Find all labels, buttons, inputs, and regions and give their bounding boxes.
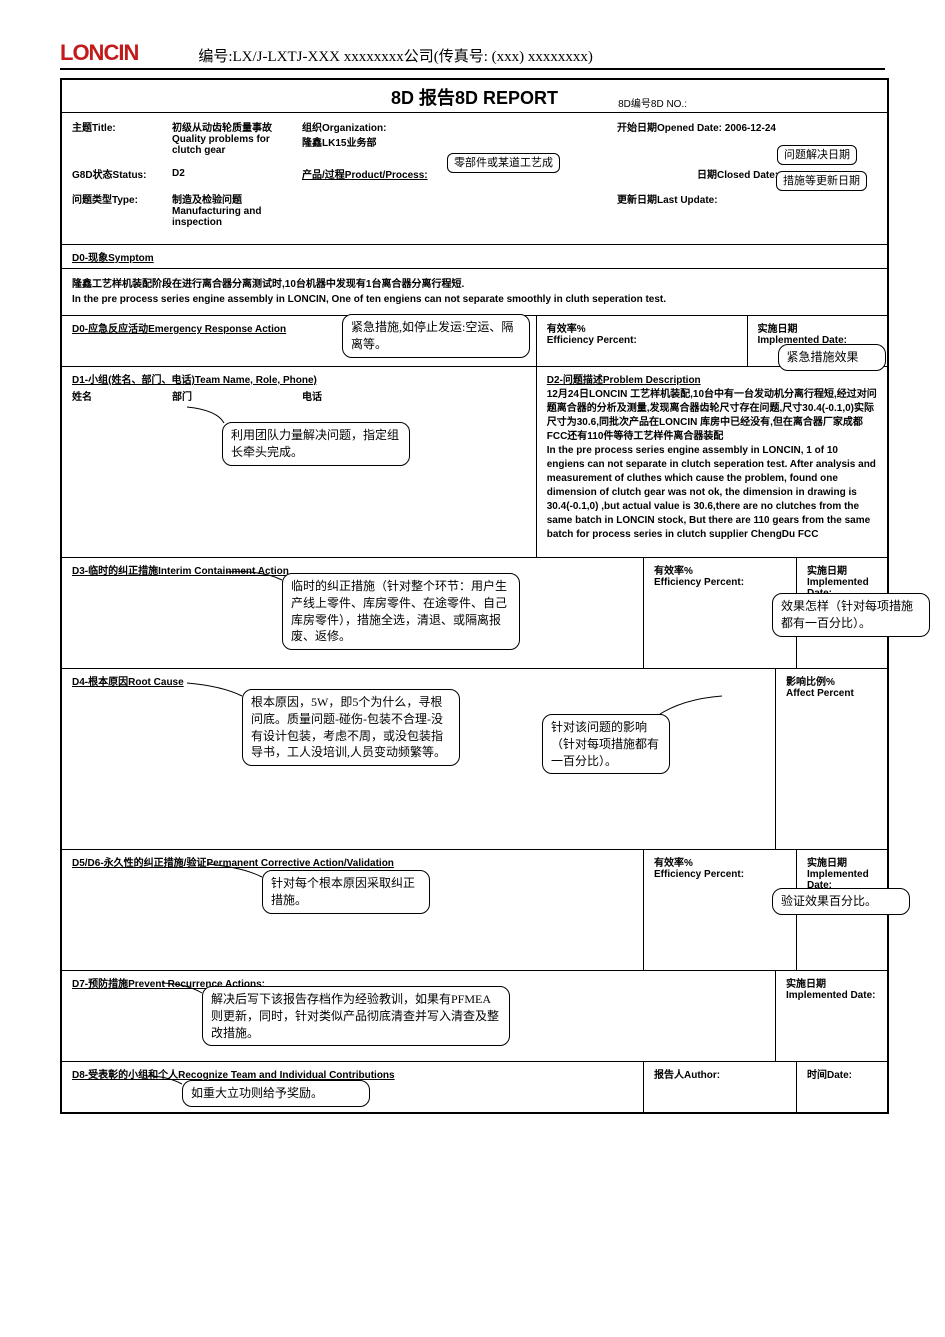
bubble-emergency-effect: 紧急措施效果 [778, 344, 886, 371]
d0-symptom-content-row: 隆鑫工艺样机装配阶段在进行离合器分离测试时,10台机器中发现有1台离合器分离行程… [62, 269, 887, 316]
d0-emergency-row: D0-应急反应活动Emergency Response Action 紧急措施,… [62, 316, 887, 367]
bubble-d3-left: 临时的纠正措施（针对整个环节：用户生产线上零件、库房零件、在途零件、自己库房零件… [282, 573, 520, 650]
meta-block: 主题Title: 初级从动齿轮质量事故 Quality problems for… [62, 113, 887, 245]
d0-symptom-title-row: D0-现象Symptom [62, 245, 887, 269]
d5d6-row: D5/D6-永久性的纠正措施/验证Permanent Corrective Ac… [62, 850, 887, 971]
document-id: 编号:LX/J-LXTJ-XXX xxxxxxxx公司(传真号: (xxx) x… [198, 45, 593, 66]
meta-opened-label: 开始日期Opened Date: [617, 123, 722, 134]
bubble-d4-left: 根本原因，5W，即5个为什么，寻根问底。质量问题-碰伤-包装不合理-没有设计包装… [242, 689, 460, 766]
d3-row: D3-临时的纠正措施Interim Containment Action 临时的… [62, 558, 887, 669]
d0-emergency-eff-label: 有效率% Efficiency Percent: [547, 324, 637, 346]
d1-col-dept: 部门 [172, 388, 302, 403]
logo: LONCIN [60, 40, 138, 66]
bubble-d7: 解决后写下该报告存档作为经验教训，如果有PFMEA则更新，同时，针对类似产品彻底… [202, 986, 510, 1046]
d2-text-en: In the pre process series engine assembl… [547, 445, 876, 540]
d8-author-label: 报告人Author: [654, 1070, 720, 1081]
report-title: 8D 报告8D REPORT [391, 88, 558, 108]
report-title-row: 8D 报告8D REPORT 8D编号8D NO.: [62, 80, 887, 113]
d7-impl-label: 实施日期 Implemented Date: [786, 979, 875, 1001]
d0-emergency-impl-label: 实施日期 Implemented Date: [758, 324, 847, 346]
meta-type-label: 问题类型Type: [72, 191, 172, 206]
d4-affect-label: 影响比例% Affect Percent [786, 677, 854, 699]
d0-symptom-title: D0-现象Symptom [72, 253, 154, 264]
callout-closed-date: 问题解决日期 [777, 145, 857, 165]
d7-row: D7-预防措施Prevent Recurrence Actions: 解决后写下… [62, 971, 887, 1062]
meta-update-label: 更新日期Last Update: [617, 195, 718, 206]
d8-date-label: 时间Date: [807, 1070, 852, 1081]
d2-text-cn: 12月24日LONCIN 工艺样机装配,10台中有一台发动机分离行程短,经过对问… [547, 389, 877, 442]
report-box: 8D 报告8D REPORT 8D编号8D NO.: 主题Title: 初级从动… [60, 78, 889, 1114]
meta-product-label: 产品/过程Product/Process: [302, 170, 428, 181]
sd-number-label: 8D编号8D NO.: [618, 95, 887, 110]
d3-eff-label: 有效率% Efficiency Percent: [654, 566, 744, 588]
meta-title-label: 主题Title: [72, 119, 172, 134]
meta-closed-label-suffix: 日期Closed Date: [697, 170, 778, 181]
d4-title: D4-根本原因Root Cause [72, 677, 184, 688]
d0-symptom-text-cn: 隆鑫工艺样机装配阶段在进行离合器分离测试时,10台机器中发现有1台离合器分离行程… [72, 279, 464, 290]
d5d6-eff-label: 有效率% Efficiency Percent: [654, 858, 744, 880]
bubble-d5d6-right: 验证效果百分比。 [772, 888, 910, 915]
d1-col-name: 姓名 [72, 388, 172, 403]
meta-org-label: 组织Organization: [302, 123, 386, 134]
bubble-d5d6-left: 针对每个根本原因采取纠正措施。 [262, 870, 430, 914]
meta-opened-value: 2006-12-24 [725, 123, 776, 134]
meta-type-value: 制造及检验问题 Manufacturing and inspection [172, 191, 302, 228]
meta-status-value: D2 [172, 168, 302, 179]
d0-symptom-text-en: In the pre process series engine assembl… [72, 294, 666, 305]
callout-update-date: 措施等更新日期 [776, 171, 867, 191]
bubble-d3-right: 效果怎样（针对每项措施都有一百分比）。 [772, 593, 930, 637]
page-header: LONCIN 编号:LX/J-LXTJ-XXX xxxxxxxx公司(传真号: … [60, 40, 885, 70]
d1-title: D1-小组(姓名、部门、电话)Team Name, Role, Phone) [72, 371, 526, 386]
bubble-emergency-action: 紧急措施,如停止发运:空运、隔离等。 [342, 314, 530, 358]
meta-status-label: G8D状态Status: [72, 166, 172, 181]
d1-d2-row: D1-小组(姓名、部门、电话)Team Name, Role, Phone) 姓… [62, 367, 887, 558]
bubble-d4-right: 针对该问题的影响（针对每项措施都有一百分比）。 [542, 714, 670, 774]
d1-col-phone: 电话 [302, 388, 322, 403]
bubble-d1: 利用团队力量解决问题，指定组长牵头完成。 [222, 422, 410, 466]
callout-product: 零部件或某道工艺成 [447, 153, 560, 173]
d2-title: D2-问题描述Problem Description [547, 371, 877, 386]
d0-emergency-title: D0-应急反应活动Emergency Response Action [72, 324, 286, 335]
bubble-d8: 如重大立功则给予奖励。 [182, 1080, 370, 1107]
meta-org-value: 隆鑫LK15业务部 [302, 138, 376, 149]
d8-row: D8-受表彰的小组和个人Recognize Team and Individua… [62, 1062, 887, 1112]
meta-title-value: 初级从动齿轮质量事故 Quality problems for clutch g… [172, 119, 302, 156]
d4-row: D4-根本原因Root Cause 根本原因，5W，即5个为什么，寻根问底。质量… [62, 669, 887, 850]
d5d6-impl-label: 实施日期 Implemented Date: [807, 858, 869, 891]
